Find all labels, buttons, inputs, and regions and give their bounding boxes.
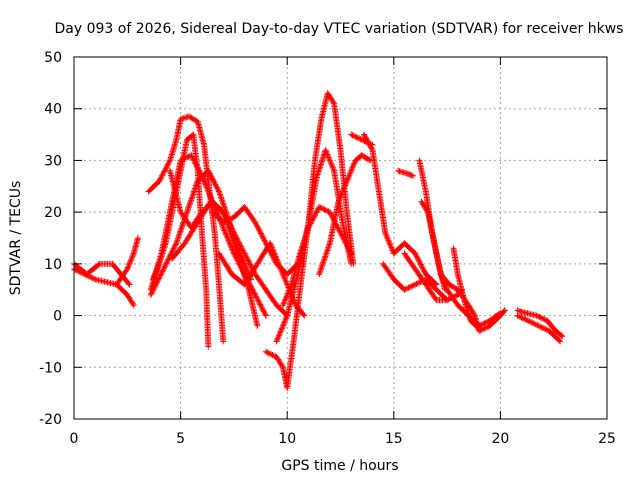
series-track-x	[514, 312, 564, 345]
data-series-layer	[71, 90, 566, 391]
series-track-k	[216, 240, 308, 319]
series-markers	[514, 312, 564, 345]
chart-title: Day 093 of 2026, Sidereal Day-to-day VTE…	[55, 21, 624, 37]
series-track-z	[348, 131, 376, 148]
y-tick-label: -20	[39, 412, 62, 428]
series-markers	[514, 307, 566, 340]
series-markers	[348, 131, 376, 148]
y-tick-label: 30	[44, 153, 62, 169]
series-track-y	[514, 307, 566, 340]
x-tick-label: 5	[176, 431, 185, 447]
y-tick-label: 0	[53, 309, 62, 325]
series-track-r	[380, 260, 451, 304]
y-tick-label: 40	[44, 102, 62, 118]
x-axis-label: GPS time / hours	[281, 458, 398, 474]
x-tick-label: 15	[385, 431, 403, 447]
plot-frame	[73, 56, 608, 420]
series-track-p	[361, 131, 440, 288]
x-tick-label: 0	[70, 431, 79, 447]
series-markers	[380, 260, 451, 304]
series-markers	[395, 167, 416, 179]
y-axis-label: SDTVAR / TECUs	[8, 181, 24, 296]
x-tick-label: 25	[598, 431, 616, 447]
y-tick-label: 20	[44, 205, 62, 221]
y-tick-label: 50	[44, 50, 62, 66]
series-track-c	[113, 235, 141, 288]
series-markers	[216, 240, 308, 319]
x-tick-label: 10	[278, 431, 296, 447]
series-track-o	[316, 152, 374, 278]
series-track-t	[401, 250, 465, 304]
y-tick-label: 10	[44, 257, 62, 273]
series-markers	[316, 152, 374, 278]
axes: 0 5 10 15 20 25 -20 -10 0 10 20 30 40 50	[39, 50, 616, 447]
series-markers	[361, 131, 440, 288]
series-markers	[450, 245, 483, 332]
series-track-w	[450, 245, 483, 332]
series-track-l	[262, 90, 357, 391]
x-tick-label: 20	[491, 431, 509, 447]
series-markers	[262, 90, 357, 391]
series-track-q	[395, 167, 416, 179]
series-markers	[401, 250, 465, 304]
series-markers	[113, 235, 141, 288]
y-tick-label: -10	[39, 360, 62, 376]
